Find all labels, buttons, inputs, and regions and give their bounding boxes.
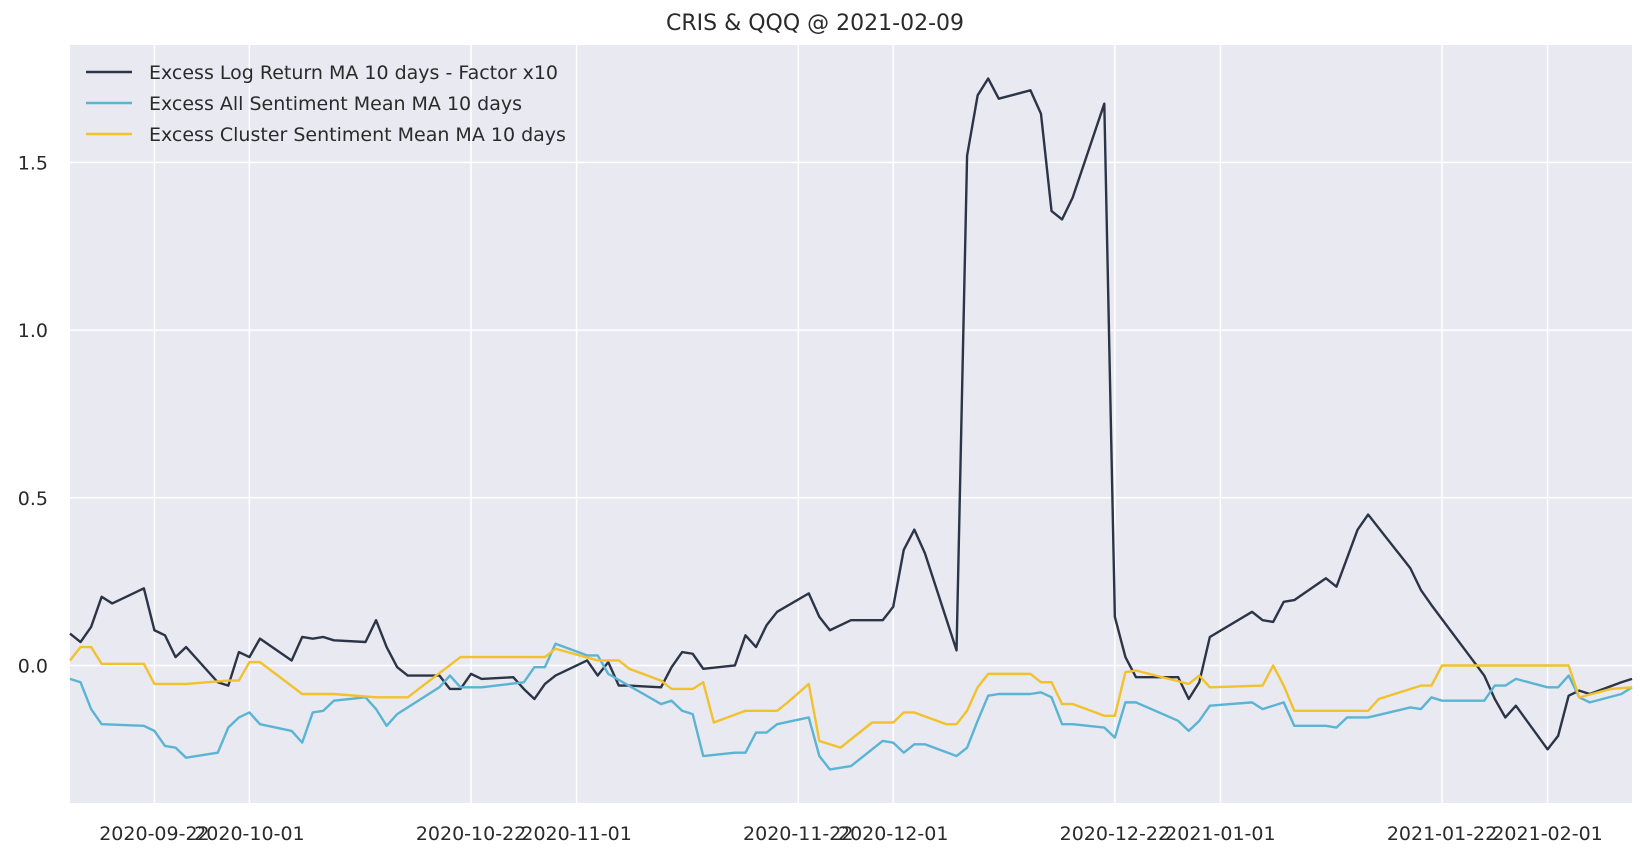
x-tick-label: 2021-02-01 (1492, 823, 1602, 845)
legend: Excess Log Return MA 10 days - Factor x1… (86, 62, 566, 146)
chart-title: CRIS & QQQ @ 2021-02-09 (666, 11, 964, 36)
x-tick-label: 2020-11-22 (743, 823, 853, 845)
y-tick-label: 1.5 (18, 152, 48, 174)
y-tick-label: 0.5 (18, 488, 48, 510)
series-layer (69, 77, 1633, 771)
series-line-2 (69, 642, 1633, 771)
grid-layer (70, 45, 1632, 803)
legend-label: Excess Cluster Sentiment Mean MA 10 days (149, 124, 566, 146)
y-tick-label: 0.0 (18, 655, 48, 677)
x-tick-label: 2020-11-01 (521, 823, 631, 845)
x-tick-label: 2021-01-01 (1165, 823, 1275, 845)
x-tick-label: 2020-09-22 (99, 823, 209, 845)
y-tick-label: 1.0 (18, 320, 48, 342)
x-tick-label: 2020-10-01 (194, 823, 304, 845)
y-axis-ticks: 0.0 0.5 1.0 1.5 (18, 152, 48, 677)
series-line-1 (69, 77, 1633, 751)
x-tick-label: 2020-12-01 (838, 823, 948, 845)
x-tick-label: 2020-10-22 (416, 823, 526, 845)
plot-background (70, 45, 1632, 803)
series-line-3 (69, 645, 1633, 749)
legend-label: Excess Log Return MA 10 days - Factor x1… (149, 62, 558, 84)
x-tick-label: 2020-12-22 (1060, 823, 1170, 845)
x-tick-label: 2021-01-22 (1387, 823, 1497, 845)
legend-label: Excess All Sentiment Mean MA 10 days (149, 93, 522, 115)
